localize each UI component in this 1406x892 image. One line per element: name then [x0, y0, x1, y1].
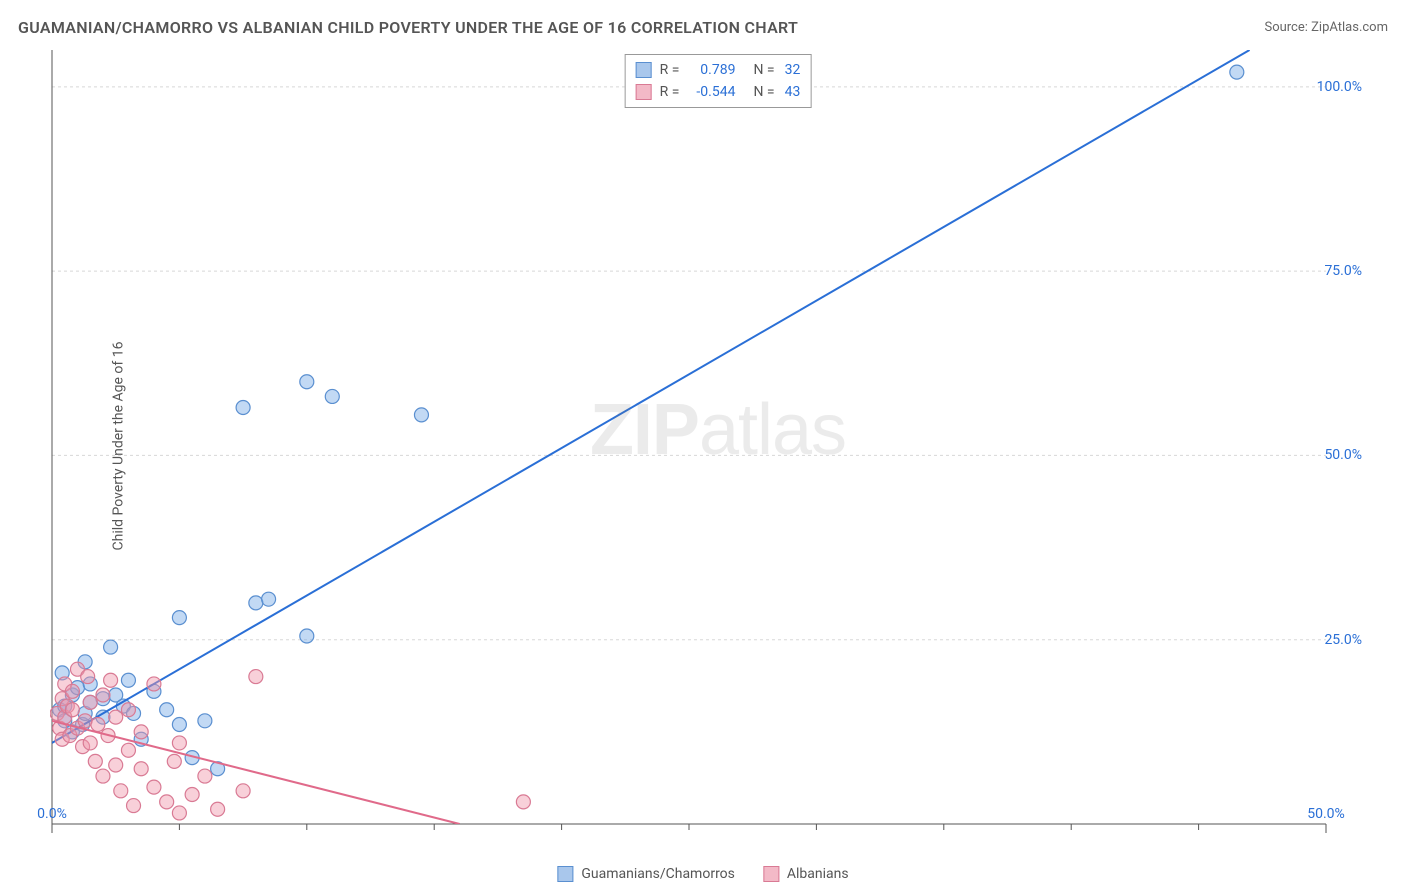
swatch-series-2 — [636, 84, 652, 100]
correlation-legend: R = 0.789 N = 32 R = -0.544 N = 43 — [625, 54, 812, 108]
swatch-series-2 — [763, 866, 779, 882]
source-attribution: Source: ZipAtlas.com — [1264, 20, 1388, 35]
n-value-2: 43 — [785, 81, 801, 103]
r-value-2: -0.544 — [685, 81, 735, 103]
legend-label-1: Guamanians/Chamorros — [581, 866, 735, 882]
r-label: R = — [660, 59, 680, 81]
r-label: R = — [660, 81, 680, 103]
swatch-series-1 — [557, 866, 573, 882]
n-value-1: 32 — [785, 59, 801, 81]
y-tick-label: 25.0% — [1324, 632, 1362, 648]
series-legend: Guamanians/Chamorros Albanians — [557, 866, 848, 882]
source-name: ZipAtlas.com — [1311, 20, 1388, 35]
n-label: N = — [753, 59, 774, 81]
y-tick-label: 100.0% — [1317, 79, 1362, 95]
y-tick-label: 75.0% — [1324, 263, 1362, 279]
scatter-plot — [50, 48, 1386, 844]
n-label: N = — [753, 81, 774, 103]
x-tick-label: 50.0% — [1307, 806, 1345, 822]
legend-item-1: Guamanians/Chamorros — [557, 866, 735, 882]
source-label: Source: — [1264, 20, 1311, 35]
r-value-1: 0.789 — [685, 59, 735, 81]
legend-item-2: Albanians — [763, 866, 849, 882]
chart-title: GUAMANIAN/CHAMORRO VS ALBANIAN CHILD POV… — [18, 18, 798, 37]
legend-label-2: Albanians — [787, 866, 849, 882]
swatch-series-1 — [636, 62, 652, 78]
x-tick-label: 0.0% — [37, 806, 67, 822]
correlation-row-1: R = 0.789 N = 32 — [636, 59, 801, 81]
chart-area: ZIPatlas R = 0.789 N = 32 R = -0.544 N =… — [50, 48, 1386, 844]
y-tick-label: 50.0% — [1324, 447, 1362, 463]
correlation-row-2: R = -0.544 N = 43 — [636, 81, 801, 103]
